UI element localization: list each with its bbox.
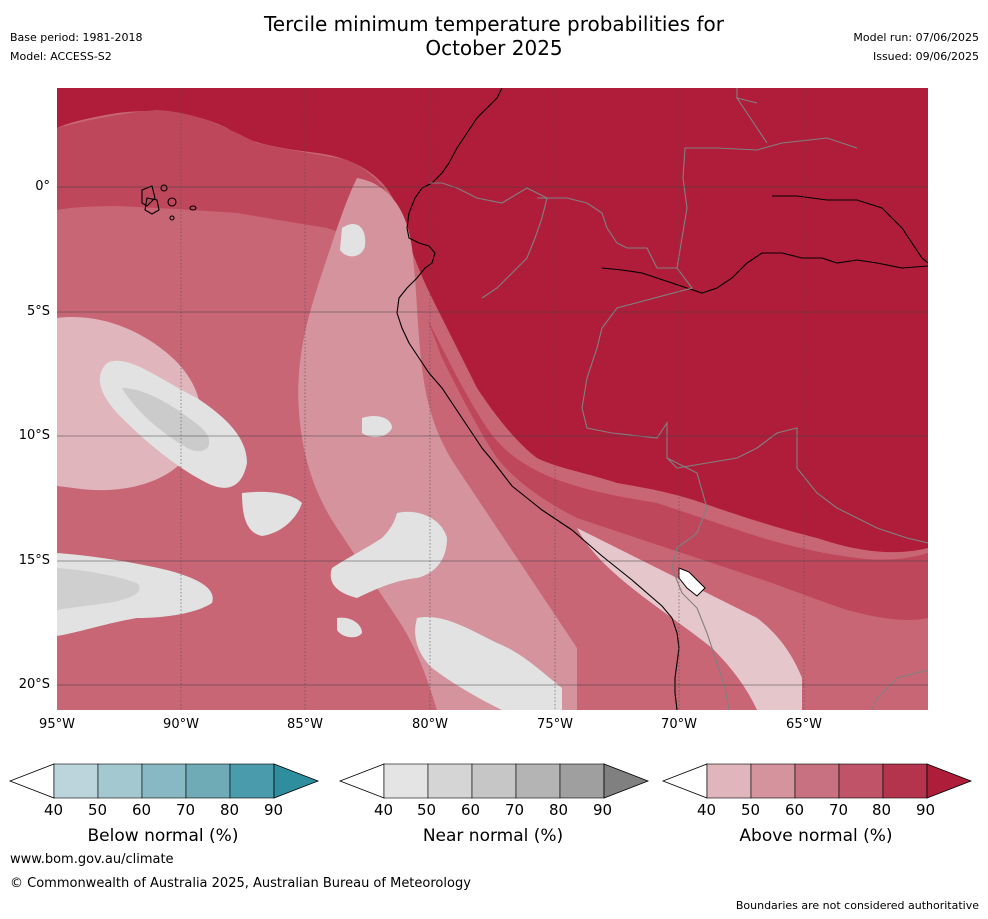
cbar0-tick: 40: [44, 801, 64, 819]
colorbar-below-normal: [8, 763, 320, 799]
region-above-80-coast: [427, 318, 928, 621]
graticule-lat: [57, 186, 928, 686]
colorbar-high-extend: [273, 763, 320, 799]
cbar0-tick: 90: [264, 801, 284, 819]
cbar2-tick: 70: [829, 801, 849, 819]
meta-left: Base period: 1981-2018 Model: ACCESS-S2: [10, 31, 142, 64]
cbar0-tick: 60: [132, 801, 152, 819]
region-above-60: [298, 178, 577, 710]
cbar2-tick: 50: [741, 801, 761, 819]
colorbar-segment: [882, 763, 928, 799]
region-near-normal-c: [330, 511, 447, 598]
cbar1-tick: 70: [505, 801, 525, 819]
footer-copyright: © Commonwealth of Australia 2025, Austra…: [10, 876, 471, 891]
colorbars: [8, 763, 973, 799]
colorbar-title-near: Near normal (%): [422, 826, 564, 846]
cbar1-tick: 50: [417, 801, 437, 819]
region-near-normal-west-inner: [57, 568, 140, 610]
colorbar-ticks: 40 50 60 70 80 90 40 50 60 70 80 90 40 5…: [0, 801, 988, 821]
colorbar-segment: [750, 763, 796, 799]
lat-label: 10°S: [18, 428, 50, 443]
base-period: Base period: 1981-2018: [10, 31, 143, 44]
cbar2-tick: 60: [785, 801, 805, 819]
meta-right: Model run: 07/06/2025 Issued: 09/06/2025: [853, 31, 979, 64]
region-above-80-north: [57, 110, 407, 243]
cbar2-tick: 90: [916, 801, 936, 819]
colorbar-segment: [229, 763, 275, 799]
probability-map: [57, 88, 928, 710]
colorbar-segment: [185, 763, 231, 799]
lake-titicaca: [678, 567, 706, 597]
cbar1-tick: 60: [461, 801, 481, 819]
colorbar-segment: [838, 763, 884, 799]
cbar0-tick: 80: [220, 801, 240, 819]
colorbar-high-extend: [926, 763, 973, 799]
lon-label: 95°W: [39, 717, 75, 732]
colorbar-above-normal: [661, 763, 973, 799]
colorbar-segment: [97, 763, 143, 799]
region-near-normal-a-inner: [122, 388, 210, 452]
river-north: [772, 195, 928, 264]
lon-label: 65°W: [786, 717, 822, 732]
region-near-normal-f: [362, 416, 392, 438]
lon-label: 85°W: [287, 717, 323, 732]
colorbar-title-below: Below normal (%): [87, 826, 239, 846]
region-near-normal-d: [415, 617, 562, 710]
cbar1-tick: 80: [549, 801, 569, 819]
colorbar-low-extend: [661, 763, 708, 799]
footer-url[interactable]: www.bom.gov.au/climate: [10, 852, 174, 867]
footer-note: Boundaries are not considered authoritat…: [735, 899, 979, 912]
model-name: Model: ACCESS-S2: [10, 50, 112, 63]
galapagos-islands: [141, 184, 197, 221]
colorbar-near-normal: [338, 763, 650, 799]
colorbar-low-extend: [8, 763, 55, 799]
colorbar-segment: [515, 763, 561, 799]
cbar0-tick: 70: [176, 801, 196, 819]
cbar0-tick: 50: [88, 801, 108, 819]
coastline: [396, 88, 680, 710]
amazon-river: [601, 252, 928, 294]
lon-label: 90°W: [163, 717, 199, 732]
lat-label: 15°S: [18, 553, 50, 568]
colorbar-segment: [427, 763, 473, 799]
cbar1-tick: 40: [374, 801, 394, 819]
colorbar-title-above: Above normal (%): [739, 826, 893, 846]
lon-label: 75°W: [537, 717, 573, 732]
colorbar-segment: [559, 763, 605, 799]
model-run: Model run: 07/06/2025: [853, 31, 979, 44]
title-line-2: October 2025: [425, 36, 563, 60]
colorbar-segment: [471, 763, 517, 799]
region-above-40-andes: [707, 618, 754, 664]
colorbar-segment: [141, 763, 187, 799]
region-near-normal-e: [340, 224, 366, 257]
issued-date: Issued: 09/06/2025: [872, 50, 979, 63]
region-above-40-coast-band: [577, 528, 802, 710]
page-title: Tercile minimum temperature probabilitie…: [0, 12, 988, 60]
colorbar-segment: [706, 763, 752, 799]
cbar2-tick: 40: [697, 801, 717, 819]
lat-label: 0°: [35, 179, 50, 194]
colorbar-high-extend: [603, 763, 650, 799]
lat-label: 5°S: [26, 304, 50, 319]
lon-label: 70°W: [661, 717, 697, 732]
lon-label: 80°W: [412, 717, 448, 732]
colorbar-segment: [383, 763, 429, 799]
country-borders: [429, 88, 928, 710]
lat-label: 20°S: [18, 677, 50, 692]
cbar1-tick: 90: [593, 801, 613, 819]
colorbar-low-extend: [338, 763, 385, 799]
graticule: [180, 88, 805, 710]
region-near-normal-b: [242, 491, 302, 536]
cbar2-tick: 80: [872, 801, 892, 819]
colorbar-segment: [794, 763, 840, 799]
region-near-normal-g: [337, 617, 362, 638]
colorbar-segment: [53, 763, 99, 799]
title-line-1: Tercile minimum temperature probabilitie…: [263, 12, 725, 36]
